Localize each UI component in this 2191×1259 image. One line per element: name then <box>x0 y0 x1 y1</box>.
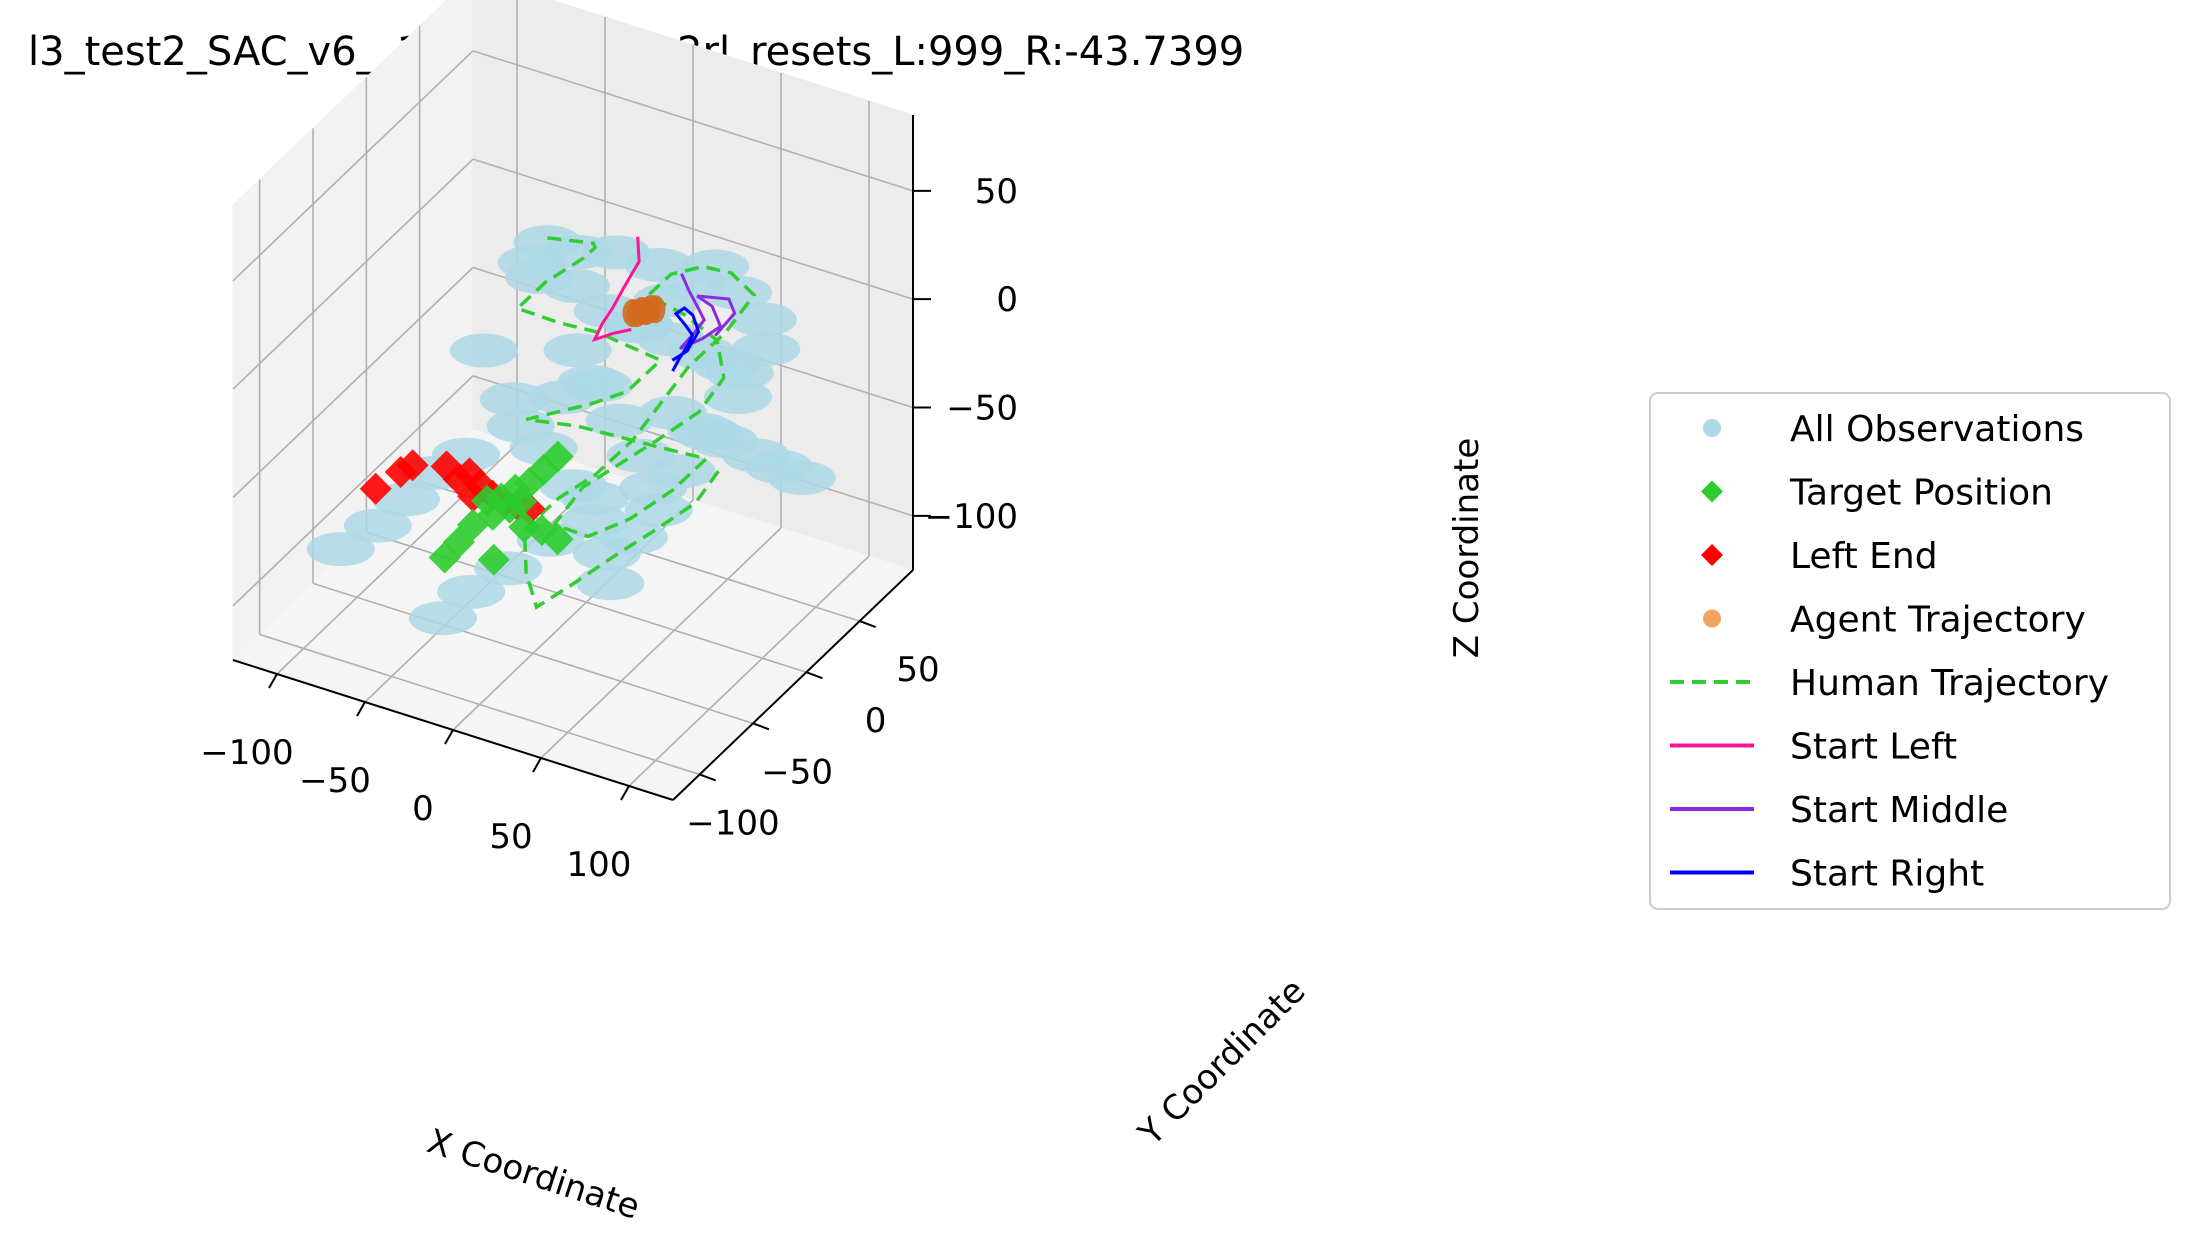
grid-line <box>232 266 474 499</box>
observation-point <box>343 508 412 543</box>
target-position-point <box>541 523 574 556</box>
grid-line <box>259 633 700 776</box>
z-axis-label: Z Coordinate <box>1447 438 1487 659</box>
observation-point <box>486 408 555 443</box>
y-tick-label: −100 <box>686 803 779 843</box>
observation-point <box>599 520 668 555</box>
observation-point <box>647 454 716 489</box>
tick-mark <box>444 729 454 745</box>
legend-item-start-middle: Start Middle <box>1670 790 2008 831</box>
start-middle-line <box>679 273 737 350</box>
grid-line <box>232 50 474 282</box>
grid-line <box>312 582 754 725</box>
legend-label: All Observations <box>1790 409 2084 450</box>
y-axis-line <box>672 569 914 801</box>
grid-line <box>472 50 914 192</box>
legend: All Observations Target Position Left End A… <box>1649 392 2171 910</box>
observation-point <box>624 493 693 528</box>
z-tick-label: −50 <box>946 389 1018 429</box>
legend-label: Agent Trajectory <box>1790 600 2086 641</box>
y-tick-label: 0 <box>865 701 887 741</box>
observation-point <box>560 481 629 516</box>
grid-line <box>628 555 870 787</box>
legend-marker <box>1701 480 1723 503</box>
tick-mark <box>859 620 877 629</box>
target-position-point <box>505 485 538 518</box>
x-tick-label: −100 <box>200 733 293 773</box>
observation-point <box>437 574 506 609</box>
legend-marker <box>1701 544 1723 566</box>
legend-label: Left End <box>1790 536 1938 577</box>
human-trajectory-line <box>514 236 757 610</box>
legend-item-human-trajectory: Human Trajectory <box>1670 663 2109 704</box>
tick-mark <box>532 757 542 773</box>
target-position-point <box>428 541 461 574</box>
z-tick-label: 50 <box>975 172 1018 212</box>
agent-trajectory-point <box>645 295 666 324</box>
observation-point <box>585 403 654 438</box>
observation-point <box>541 268 610 303</box>
tick-mark <box>752 722 770 731</box>
y-axis-label: Y Coordinate <box>1130 971 1313 1154</box>
legend-item-all-observations: All Observations <box>1703 409 2084 450</box>
grid-line <box>540 527 782 759</box>
left-end-point <box>359 472 392 505</box>
observation-point <box>732 332 801 367</box>
legend-marker <box>1703 419 1721 437</box>
data-marks <box>306 225 836 636</box>
target-position-point <box>477 543 510 576</box>
x-tick-label: 0 <box>412 789 434 829</box>
observation-point <box>479 382 548 417</box>
grid-line <box>232 375 474 607</box>
observation-point <box>306 532 375 567</box>
y-tick-label: −50 <box>761 752 833 792</box>
observation-point <box>767 460 836 495</box>
observation-point <box>449 333 518 368</box>
observation-point <box>543 333 612 368</box>
tick-mark <box>805 671 823 680</box>
z-tick-label: 0 <box>996 280 1018 320</box>
observation-point <box>704 275 773 310</box>
grid-line <box>472 158 914 300</box>
legend-label: Human Trajectory <box>1790 663 2109 704</box>
start-right-line <box>671 306 701 372</box>
x-axis-label: X Coordinate <box>422 1121 644 1227</box>
legend-item-start-right: Start Right <box>1670 854 1984 895</box>
legend-frame <box>1649 392 2171 910</box>
observation-point <box>728 302 797 337</box>
observation-point <box>408 601 477 636</box>
start-left-line <box>591 236 641 343</box>
x-tick-label: 100 <box>567 845 632 885</box>
legend-label: Start Left <box>1790 727 1957 768</box>
legend-marker <box>1703 609 1721 628</box>
legend-item-agent-trajectory: Agent Trajectory <box>1703 600 2086 641</box>
observation-point <box>557 364 626 399</box>
observation-point <box>704 380 773 415</box>
legend-item-left-end: Left End <box>1701 536 1938 577</box>
observation-point <box>576 566 645 601</box>
z-tick-label: −100 <box>925 497 1018 537</box>
legend-label: Start Right <box>1790 854 1984 895</box>
tick-mark <box>620 785 630 801</box>
x-tick-label: −50 <box>299 761 371 801</box>
legend-label: Start Middle <box>1790 790 2008 831</box>
target-position-point <box>541 440 574 473</box>
legend-label: Target Position <box>1789 473 2053 514</box>
tick-mark <box>699 773 717 782</box>
left-end-point <box>396 449 429 482</box>
tick-mark <box>356 701 366 717</box>
y-tick-label: 50 <box>896 650 939 690</box>
grid-line <box>232 158 474 390</box>
tick-mark <box>268 673 278 689</box>
x-tick-label: 50 <box>489 817 532 857</box>
legend-item-target-position: Target Position <box>1701 473 2053 514</box>
legend-item-start-left: Start Left <box>1670 727 1957 768</box>
